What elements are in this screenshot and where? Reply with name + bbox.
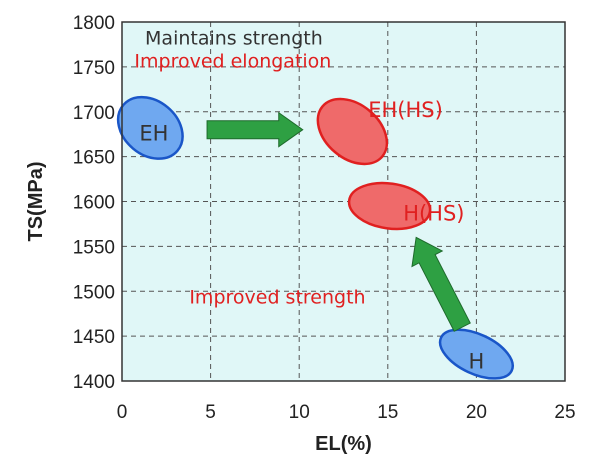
y-tick-label: 1700 — [73, 103, 115, 124]
y-tick-label: 1600 — [73, 193, 115, 214]
region-ellipse — [116, 95, 184, 160]
arrow — [206, 111, 304, 148]
annotation-text: Maintains strength — [145, 27, 323, 49]
annotation-text: Improved elongation — [134, 51, 331, 73]
data-regions: EH EH(HS) H(HS) H — [116, 95, 514, 380]
x-tick-label: 5 — [205, 402, 216, 423]
region-label: EH — [139, 121, 168, 145]
x-tick-label: 0 — [117, 402, 128, 423]
y-tick-label: 1750 — [73, 58, 115, 79]
trend-arrows — [206, 111, 471, 332]
y-tick-label: 1500 — [73, 282, 115, 303]
y-tick-label: 1550 — [73, 237, 115, 258]
y-tick-labels: 1400 1450 1500 1550 1600 1650 1700 1750 1800 — [73, 13, 115, 393]
region-ellipse — [347, 181, 432, 231]
region-ellipse — [316, 97, 389, 166]
y-axis-title: TS(MPa) — [25, 162, 47, 242]
annotation-text: Improved strength — [189, 287, 365, 309]
y-tick-label: 1400 — [73, 372, 115, 393]
y-tick-label: 1800 — [73, 13, 115, 34]
region-ellipse — [438, 328, 514, 380]
plot-frame — [121, 21, 566, 382]
region-label: H(HS) — [403, 201, 464, 225]
y-tick-label: 1450 — [73, 327, 115, 348]
y-tick-label: 1650 — [73, 148, 115, 169]
region-label: H — [469, 349, 485, 373]
x-tick-label: 25 — [554, 402, 575, 423]
x-tick-label: 15 — [377, 402, 398, 423]
grid-lines — [122, 22, 565, 381]
x-tick-label: 20 — [466, 402, 487, 423]
arrow — [411, 236, 471, 332]
region-label: EH(HS) — [368, 98, 443, 122]
x-tick-labels: 0 5 10 15 20 25 — [117, 402, 576, 423]
x-axis-title: EL(%) — [315, 433, 372, 455]
x-tick-label: 10 — [289, 402, 310, 423]
